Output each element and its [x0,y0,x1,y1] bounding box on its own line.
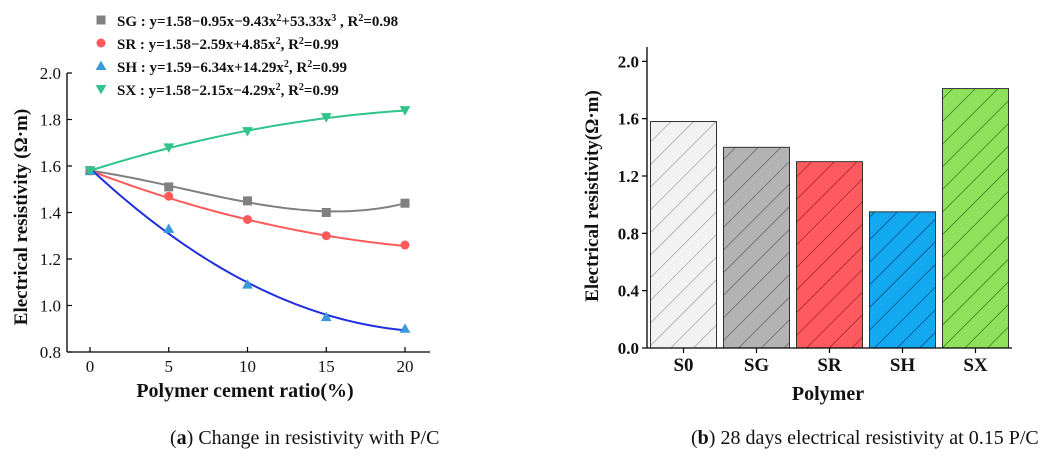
line-chart-y-tick-label: 1.4 [40,204,62,223]
line-chart-y-tick-label: 1.8 [40,111,61,130]
data-point-sg [243,196,252,206]
bar-chart-category-label: S0 [673,355,693,376]
data-point-sr [321,231,331,241]
bar-chart-y-tick-label: 0.0 [618,339,639,358]
bar-chart-category-label: SG [744,355,770,376]
bar-sr [796,161,863,349]
data-point-sx [399,106,411,116]
fit-curve-sx [89,109,406,172]
data-point-sr [400,240,410,250]
line-chart-x-tick-label: 5 [165,357,174,376]
line-chart-legend: SG : y=1.58−0.95x−9.43x2+53.33x3 , R2=0.… [95,13,398,100]
bar-sh [869,211,936,349]
line-chart-y-tick-label: 2.0 [40,64,61,83]
bar-chart-axes: 0.0 0.4 0.8 1.2 1.6 2.0 S0 SG SR SH SX [618,47,1012,376]
legend-marker-sg [96,15,106,25]
legend-label-sg: SG : y=1.58−0.95x−9.43x2+53.33x3 , R2=0.… [117,13,398,31]
line-chart-axes: 0.8 1.0 1.2 1.4 1.6 1.8 2.0 0 5 10 15 20 [40,64,430,376]
legend-marker-sr [96,38,106,48]
bar-chart-y-axis-label: Electrical resistivity(Ω·m) [582,90,603,302]
bar-chart-y-tick-label: 0.4 [618,282,640,301]
bar-chart-y-tick-label: 1.2 [618,167,639,186]
data-point-sh [242,279,253,289]
bar-chart-plot-area [650,88,1009,349]
data-point-sg [321,208,331,217]
data-point-sr [243,214,252,224]
legend-label-sr: SR : y=1.58−2.59x+4.85x2, R2=0.99 [117,36,339,54]
line-chart-x-tick-label: 15 [318,357,335,376]
bar-chart-panel: 0.0 0.4 0.8 1.2 1.6 2.0 S0 SG SR SH SX Electrical … [582,47,1012,405]
caption-b-text: 28 days electrical resistivity at 0.15 P… [720,427,1039,449]
data-point-sh [163,223,175,233]
line-chart-y-tick-label: 1.0 [40,297,61,316]
line-chart-plot-area [84,106,411,333]
data-point-sx [163,143,175,153]
data-point-sg [164,182,174,192]
bar-sx [942,88,1009,349]
line-chart-x-tick-label: 0 [86,357,95,376]
bar-chart-y-tick-label: 2.0 [618,52,639,71]
caption-b-letter: b [697,427,709,449]
data-point-sx [84,166,96,177]
data-point-sg [400,198,410,208]
line-chart-y-axis-label: Electrical resistivity (Ω·m) [11,109,32,325]
data-point-sx [242,127,253,137]
bar-chart-category-label: SX [963,355,988,376]
caption-a-letter: a [176,427,187,449]
legend-marker-sh [95,60,107,71]
bar-sg [723,146,790,349]
bar-s0 [650,121,717,349]
data-point-sh [320,311,332,322]
bar-chart-y-tick-label: 0.8 [618,224,639,243]
line-chart-x-axis-label: Polymer cement ratio(%) [136,380,353,402]
line-chart-y-tick-label: 0.8 [40,343,61,362]
line-chart-y-tick-label: 1.2 [40,250,61,269]
caption-b: (b) 28 days electrical resistivity at 0.… [691,427,1039,449]
caption-a-text: Change in resistivity with P/C [198,427,440,449]
bar-chart-x-axis-label: Polymer [792,383,864,405]
line-chart-x-tick-label: 10 [239,357,256,376]
legend-label-sh: SH : y=1.59−6.34x+14.29x2, R2=0.99 [117,59,347,77]
fit-curve-sh [89,167,406,332]
data-point-sx [320,113,332,123]
caption-a: (a) Change in resistivity with P/C [170,427,440,449]
legend-marker-sx [95,84,107,95]
line-chart-x-tick-label: 20 [397,357,414,376]
bar-chart-category-label: SR [817,355,842,376]
line-chart-panel: SG : y=1.58−0.95x−9.43x2+53.33x3 , R2=0.… [11,13,430,402]
legend-label-sx: SX : y=1.58−2.15x−4.29x2, R2=0.99 [117,82,339,100]
data-point-sh [399,323,411,333]
data-point-sr [164,191,174,201]
bar-chart-y-tick-label: 1.6 [618,110,639,129]
bar-chart-category-label: SH [890,355,916,376]
line-chart-y-tick-label: 1.6 [40,157,61,176]
